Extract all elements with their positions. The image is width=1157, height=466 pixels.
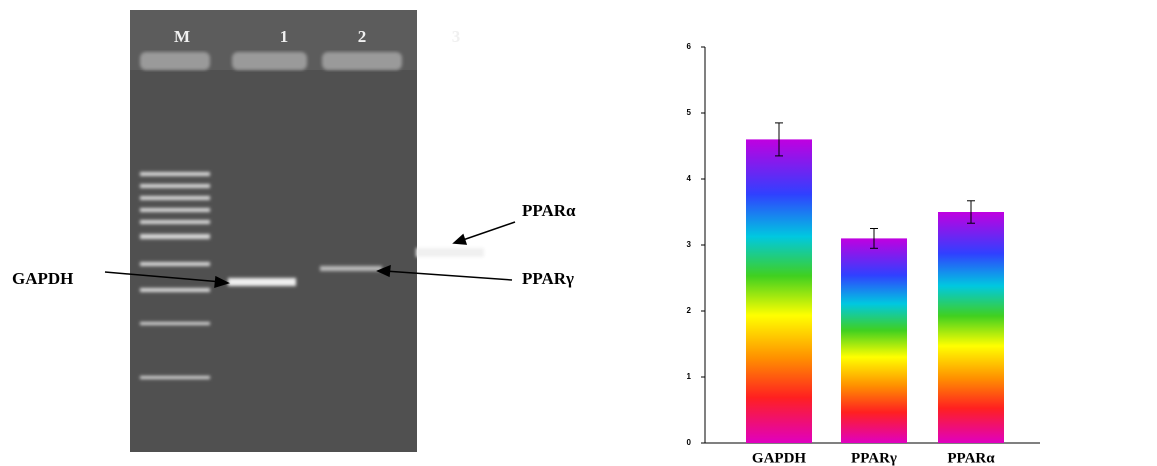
x-tick-label: PPARγ [851,450,897,466]
bar-chart: 0 1 2 3 4 5 6 GAPDH PPARγ PPARα [687,42,1040,466]
band-label: PPARα [522,201,576,220]
y-tick-label: 2 [687,306,692,315]
x-tick-label: GAPDH [752,450,806,466]
y-tick-label: 3 [687,240,692,249]
y-tick-label: 4 [687,174,692,183]
gel-image: M 1 2 3 [130,10,484,452]
y-tick-label: 0 [687,438,692,447]
bar [938,212,1004,443]
lane-label: 2 [358,27,367,46]
band-label: GAPDH [12,269,73,288]
arrows [104,221,516,289]
y-tick-label: 6 [687,42,692,51]
bar [746,139,812,443]
y-tick-label: 5 [687,108,692,117]
lane-label: 1 [280,27,289,46]
bar [841,238,907,443]
x-tick-label: PPARα [947,450,995,466]
lane-label: 3 [452,27,461,46]
lane-label: M [174,27,190,46]
band-label: PPARγ [522,269,574,288]
y-tick-label: 1 [687,372,692,381]
